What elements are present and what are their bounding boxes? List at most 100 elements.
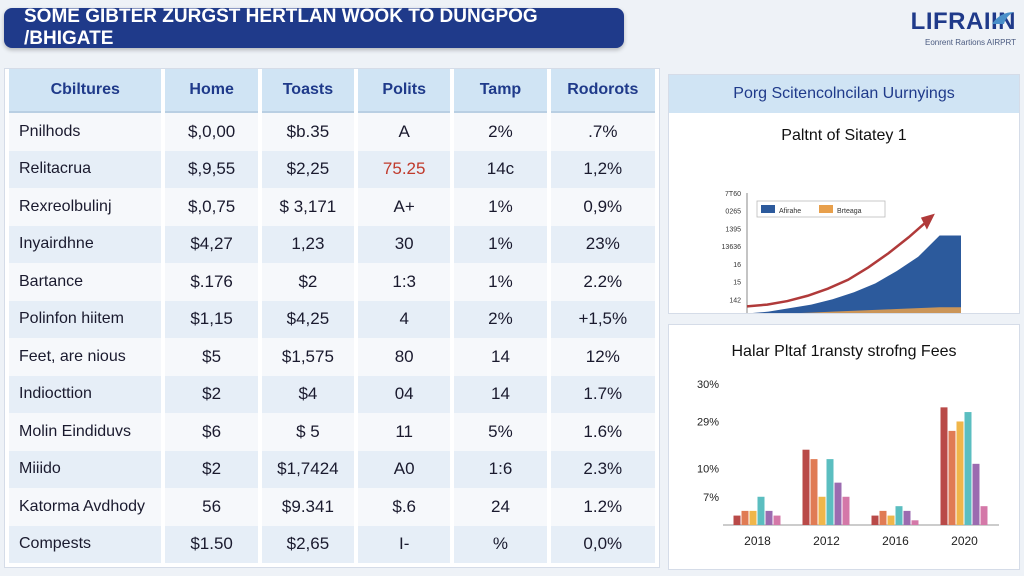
table-cell: $1,7424 <box>261 450 355 488</box>
column-header[interactable]: Home <box>165 69 258 113</box>
bar <box>879 510 887 525</box>
row-label: Polinfon hiitem <box>9 300 162 338</box>
table-header-row: Cbiltures Home Toasts Polits Tamp Rodoro… <box>9 69 655 113</box>
bar <box>810 459 818 525</box>
bar-chart: 30% 29% 10% 7% 2018 2012 2016 2020 <box>697 379 999 548</box>
table-row: Rexreolbulinj $,0,75 $ 3,171 A+ 1% 0,9% <box>9 188 655 226</box>
bar <box>749 510 757 525</box>
column-header[interactable]: Rodorots <box>550 69 655 113</box>
table-cell: 56 <box>165 488 258 526</box>
x-tick-label: 2012 <box>813 534 840 548</box>
bar <box>903 510 911 525</box>
table-cell: 5% <box>454 413 547 451</box>
table-cell: $,0,00 <box>165 113 258 151</box>
x-tick-label: 2016 <box>882 534 909 548</box>
bar <box>741 510 749 525</box>
bar <box>911 520 919 525</box>
table-row: Indiocttion $2 $4 04 14 1.7% <box>9 375 655 413</box>
table-cell: A <box>358 113 451 151</box>
area-series-afirahe <box>752 235 961 313</box>
table-cell: 1.6% <box>550 413 655 451</box>
column-header[interactable]: Tamp <box>454 69 547 113</box>
table-cell: $6 <box>165 413 258 451</box>
bar <box>980 506 988 525</box>
page-title-banner: SOME GIBTER ZURGST HERTLAN WOOK TO DUNGP… <box>4 6 624 49</box>
table-row: Polinfon hiitem $1,15 $4,25 4 2% +1,5% <box>9 300 655 338</box>
area-chart-title: Paltnt of Sitatey 1 <box>781 127 907 144</box>
table-cell: $5 <box>165 338 258 376</box>
column-header[interactable]: Cbiltures <box>9 69 162 113</box>
table-row: Relitacrua $,9,55 $2,25 75.25 14c 1,2% <box>9 150 655 188</box>
table-cell: $1,15 <box>165 300 258 338</box>
row-label: Indiocttion <box>9 375 162 413</box>
table-cell: $,9,55 <box>165 150 258 188</box>
panel-header: Porg Scitencolncilan Uurnyings <box>669 75 1019 113</box>
table-cell: 1,23 <box>261 225 355 263</box>
row-label: Compests <box>9 525 162 563</box>
column-header[interactable]: Polits <box>358 69 451 113</box>
table-cell: $1.50 <box>165 525 258 563</box>
table-cell: 14c <box>454 150 547 188</box>
bar <box>773 515 781 525</box>
logo-subtitle: Eonrent Rartions AIRPRT <box>924 38 1016 47</box>
table-cell: 80 <box>358 338 451 376</box>
table-cell: $2 <box>165 375 258 413</box>
bar <box>895 506 903 525</box>
table-cell: % <box>454 525 547 563</box>
y-tick-label: 7T60 <box>725 191 741 198</box>
table-row: Miiido $2 $1,7424 A0 1:6 2.3% <box>9 450 655 488</box>
table-row: Bartance $.176 $2 1:3 1% 2.2% <box>9 263 655 301</box>
table-cell: 1% <box>454 263 547 301</box>
table-cell: 14 <box>454 338 547 376</box>
trend-arrow-head <box>920 213 935 230</box>
table-cell: $2 <box>165 450 258 488</box>
row-label: Relitacrua <box>9 150 162 188</box>
bar <box>972 463 980 525</box>
table-cell: 2.2% <box>550 263 655 301</box>
table-cell: 30 <box>358 225 451 263</box>
table-cell: 4 <box>358 300 451 338</box>
table-cell: 2.3% <box>550 450 655 488</box>
table-cell: 04 <box>358 375 451 413</box>
bar <box>818 496 826 525</box>
table-cell: +1,5% <box>550 300 655 338</box>
table-cell: $1,575 <box>261 338 355 376</box>
row-label: Bartance <box>9 263 162 301</box>
brand-logo: LIFRAIIN Eonrent Rartions AIRPRT <box>876 8 1016 52</box>
table-cell: A0 <box>358 450 451 488</box>
y-tick-label: 1395 <box>725 226 741 233</box>
table-cell: 75.25 <box>358 150 451 188</box>
row-label: Molin Eindiduvs <box>9 413 162 451</box>
column-header[interactable]: Toasts <box>261 69 355 113</box>
data-table-panel: Cbiltures Home Toasts Polits Tamp Rodoro… <box>4 68 660 568</box>
table-row: Compests $1.50 $2,65 I-% 0,0% <box>9 525 655 563</box>
y-tick-label: 29% <box>697 416 719 428</box>
table-cell: 0,0% <box>550 525 655 563</box>
table-cell: $4,25 <box>261 300 355 338</box>
area-chart: AfiraheBrteaga0142151613636139502657T600… <box>722 191 961 313</box>
table-cell: 11 <box>358 413 451 451</box>
table-cell: $2,65 <box>261 525 355 563</box>
table-cell: $2 <box>261 263 355 301</box>
bar <box>871 515 879 525</box>
data-table: Cbiltures Home Toasts Polits Tamp Rodoro… <box>5 69 659 563</box>
table-row: Feet, are nious $5 $1,575 80 14 12% <box>9 338 655 376</box>
row-label: Rexreolbulinj <box>9 188 162 226</box>
bar <box>757 496 765 525</box>
table-cell: $ 3,171 <box>261 188 355 226</box>
table-cell: $9.341 <box>261 488 355 526</box>
bar <box>956 421 964 525</box>
bird-icon <box>992 12 1014 24</box>
row-label: Feet, are nious <box>9 338 162 376</box>
y-tick-label: 16 <box>733 262 741 269</box>
row-label: Miiido <box>9 450 162 488</box>
table-cell: $2,25 <box>261 150 355 188</box>
table-cell: 23% <box>550 225 655 263</box>
table-cell: 1:6 <box>454 450 547 488</box>
table-row: Molin Eindiduvs $6 $ 5 11 5% 1.6% <box>9 413 655 451</box>
table-cell: 1,2% <box>550 150 655 188</box>
y-tick-label: 13636 <box>722 244 742 251</box>
bar <box>940 407 948 525</box>
y-tick-label: 15 <box>733 280 741 287</box>
table-cell: $,0,75 <box>165 188 258 226</box>
